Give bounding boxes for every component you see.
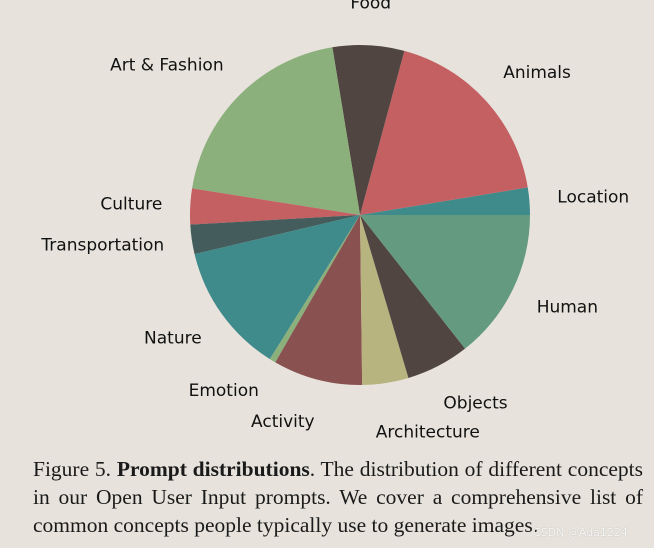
figure-label: Figure 5. [33, 457, 112, 481]
label-architecture: Architecture [376, 423, 480, 440]
slice-nature [194, 215, 360, 360]
label-transportation: Transportation [40, 236, 164, 256]
pie-labels: Location Animals Food Art & Fashion Culture T… [40, 0, 629, 440]
pie-chart: Location Animals Food Art & Fashion Culture T… [40, 0, 629, 440]
slice-location [360, 187, 530, 215]
label-human: Human [537, 298, 598, 318]
label-objects: Objects [443, 393, 507, 413]
slice-transportation [190, 215, 360, 255]
figure-caption: Figure 5. Prompt distributions. The dist… [33, 455, 643, 539]
slice-human [360, 215, 530, 349]
figure-bold-title: Prompt distributions [116, 457, 310, 481]
slice-architecture [360, 215, 409, 385]
slice-objects [360, 215, 466, 378]
slice-food [332, 44, 405, 215]
slice-animals [360, 50, 528, 215]
pie-slices [189, 44, 530, 386]
slice-art-fashion [192, 47, 360, 216]
label-animals: Animals [503, 63, 571, 83]
label-activity: Activity [251, 412, 315, 432]
label-food: Food [350, 0, 391, 13]
label-art-fashion: Art & Fashion [110, 56, 224, 76]
label-emotion: Emotion [189, 381, 259, 401]
watermark-text: CSDN @Ada1224 [533, 526, 628, 539]
label-culture: Culture [100, 194, 162, 214]
label-location: Location [557, 188, 629, 208]
slice-emotion [269, 215, 360, 363]
figure-caption-text: . The distribution of different concepts… [33, 457, 643, 537]
slice-activity [275, 215, 363, 386]
label-nature: Nature [144, 329, 202, 349]
slice-culture [189, 188, 360, 225]
